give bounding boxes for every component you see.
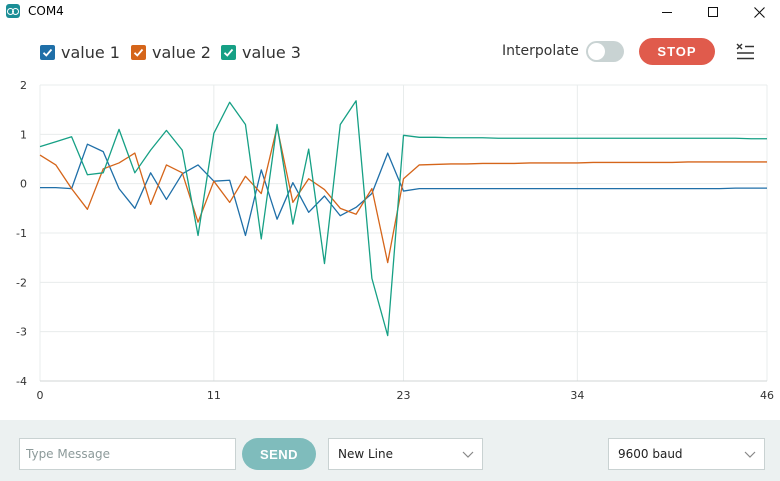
line-ending-value: New Line <box>338 447 393 461</box>
footer-bar: SEND New Line 9600 baud <box>0 420 780 481</box>
y-tick-label: -3 <box>16 326 27 339</box>
legend-label: value 2 <box>152 43 211 62</box>
stop-button[interactable]: STOP <box>639 38 715 65</box>
x-tick-label: 0 <box>37 389 44 402</box>
y-tick-label: 0 <box>20 178 27 191</box>
arduino-logo-icon <box>6 4 20 18</box>
maximize-button[interactable] <box>690 0 736 24</box>
minimize-button[interactable] <box>644 0 690 24</box>
x-tick-label: 46 <box>760 389 774 402</box>
checkbox-icon[interactable] <box>221 45 236 60</box>
clear-list-icon[interactable] <box>734 42 756 62</box>
y-tick-label: 2 <box>20 79 27 92</box>
close-icon <box>754 7 765 18</box>
title-bar: COM4 <box>0 0 780 24</box>
close-button[interactable] <box>736 0 780 24</box>
y-tick-label: -2 <box>16 276 27 289</box>
legend-item-value-3[interactable]: value 3 <box>221 42 301 62</box>
toggle-knob <box>588 43 605 60</box>
interpolate-label: Interpolate <box>502 43 579 59</box>
x-tick-label: 11 <box>207 389 221 402</box>
legend-label: value 1 <box>61 43 120 62</box>
checkbox-icon[interactable] <box>40 45 55 60</box>
baud-rate-value: 9600 baud <box>618 447 683 461</box>
minimize-icon <box>662 12 672 13</box>
window-title: COM4 <box>28 4 64 18</box>
maximize-icon <box>708 7 718 17</box>
y-tick-label: -4 <box>16 375 27 388</box>
legend-item-value-2[interactable]: value 2 <box>131 42 211 62</box>
chevron-down-icon <box>462 449 474 459</box>
line-ending-select[interactable]: New Line <box>328 438 483 470</box>
checkbox-icon[interactable] <box>131 45 146 60</box>
y-tick-label: -1 <box>16 227 27 240</box>
interpolate-toggle[interactable] <box>586 41 624 62</box>
send-button[interactable]: SEND <box>242 438 316 470</box>
x-tick-label: 34 <box>570 389 584 402</box>
legend-label: value 3 <box>242 43 301 62</box>
baud-rate-select[interactable]: 9600 baud <box>608 438 765 470</box>
serial-plotter-chart: 2 1 0 -1 -2 -3 -4 0 11 23 34 46 <box>0 78 780 418</box>
legend-item-value-1[interactable]: value 1 <box>40 42 120 62</box>
y-tick-label: 1 <box>20 128 27 141</box>
chevron-down-icon <box>744 449 756 459</box>
message-input[interactable] <box>19 438 236 470</box>
x-tick-label: 23 <box>397 389 411 402</box>
